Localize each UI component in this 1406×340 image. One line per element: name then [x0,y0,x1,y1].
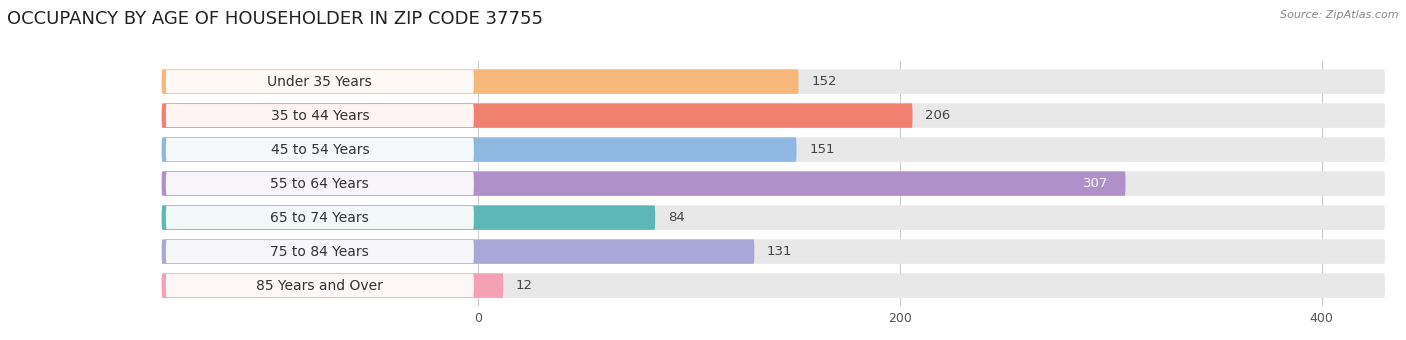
FancyBboxPatch shape [166,104,474,127]
Text: 45 to 54 Years: 45 to 54 Years [270,142,370,157]
FancyBboxPatch shape [162,239,754,264]
Text: Source: ZipAtlas.com: Source: ZipAtlas.com [1281,10,1399,20]
FancyBboxPatch shape [166,240,474,263]
FancyBboxPatch shape [162,137,796,162]
FancyBboxPatch shape [166,206,474,229]
Text: 307: 307 [1083,177,1109,190]
FancyBboxPatch shape [162,103,912,128]
Text: 206: 206 [925,109,950,122]
Text: 12: 12 [516,279,533,292]
Text: 65 to 74 Years: 65 to 74 Years [270,210,370,225]
FancyBboxPatch shape [166,70,474,93]
FancyBboxPatch shape [162,205,655,230]
Text: OCCUPANCY BY AGE OF HOUSEHOLDER IN ZIP CODE 37755: OCCUPANCY BY AGE OF HOUSEHOLDER IN ZIP C… [7,10,543,28]
FancyBboxPatch shape [166,138,474,161]
Text: 55 to 64 Years: 55 to 64 Years [270,176,370,191]
Text: 151: 151 [810,143,835,156]
FancyBboxPatch shape [162,273,1385,298]
FancyBboxPatch shape [162,171,1125,196]
FancyBboxPatch shape [162,273,503,298]
FancyBboxPatch shape [162,171,1385,196]
Text: 35 to 44 Years: 35 to 44 Years [270,108,370,123]
Text: 75 to 84 Years: 75 to 84 Years [270,244,370,259]
FancyBboxPatch shape [166,172,474,195]
Text: 152: 152 [811,75,837,88]
FancyBboxPatch shape [162,137,1385,162]
FancyBboxPatch shape [162,103,1385,128]
Text: 131: 131 [768,245,793,258]
FancyBboxPatch shape [162,239,1385,264]
FancyBboxPatch shape [166,274,474,297]
FancyBboxPatch shape [162,205,1385,230]
FancyBboxPatch shape [162,69,1385,94]
Text: Under 35 Years: Under 35 Years [267,74,373,89]
Text: 85 Years and Over: 85 Years and Over [256,278,384,293]
Text: 84: 84 [668,211,685,224]
FancyBboxPatch shape [162,69,799,94]
